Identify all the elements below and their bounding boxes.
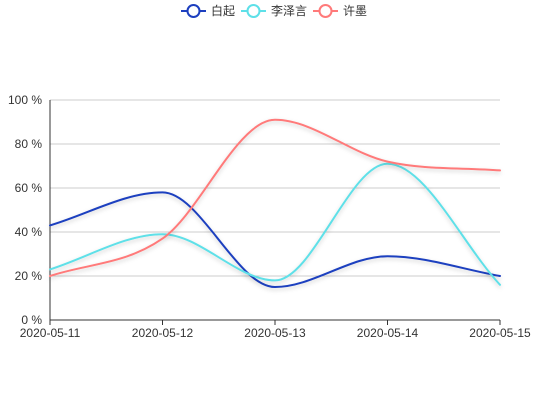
series-lines [49,118,501,288]
legend-item-1[interactable]: 李泽言 [241,3,307,18]
legend-label: 白起 [211,3,235,18]
x-tick-label: 2020-05-14 [357,326,419,340]
legend-circle-icon [186,4,201,18]
series-line-0[interactable] [49,191,501,288]
x-tick-label: 2020-05-12 [132,326,194,340]
grid-lines [50,99,500,277]
y-tick-label: 20 % [15,269,43,283]
series-line-2[interactable] [49,118,501,277]
legend-label: 许墨 [343,4,367,18]
chart-legend: 白起 李泽言 许墨 [181,3,367,18]
y-tick-label: 80 % [15,137,43,151]
legend-label: 李泽言 [271,3,307,18]
y-tick-label: 0 % [21,313,42,327]
x-tick-label: 2020-05-11 [20,326,81,340]
chart-axes: 0 % 20 % 40 % 60 % 80 % 100 % 2020-05-11 2020-0… [8,93,531,340]
x-tick-label: 2020-05-15 [469,326,531,340]
legend-circle-icon [318,4,333,18]
x-tick-label: 2020-05-13 [244,326,306,340]
legend-item-0[interactable]: 白起 [181,3,235,18]
y-tick-label: 60 % [15,181,43,195]
legend-item-2[interactable]: 许墨 [313,4,367,18]
y-tick-label: 40 % [15,225,43,239]
series-line-1[interactable] [49,162,501,286]
legend-circle-icon [246,4,261,18]
y-tick-label: 100 % [8,93,42,107]
